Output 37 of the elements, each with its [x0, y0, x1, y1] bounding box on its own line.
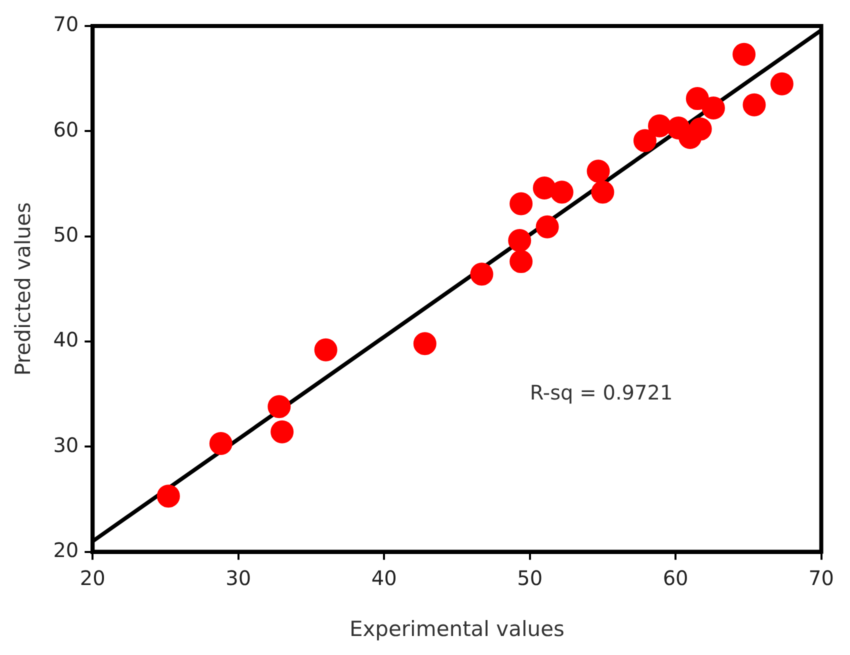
x-tick-label: 30	[226, 566, 252, 590]
point	[688, 118, 712, 141]
point	[633, 129, 656, 152]
point	[686, 87, 709, 110]
y-tick-label: 30	[53, 432, 79, 457]
y-tick-label: 50	[53, 222, 79, 247]
x-tick-label: 20	[80, 566, 106, 590]
point	[770, 72, 794, 96]
point	[732, 42, 756, 66]
point	[591, 180, 614, 204]
point	[586, 160, 610, 183]
point	[470, 262, 494, 286]
x-tick-label: 40	[371, 566, 397, 590]
annotation: R-sq = 0.9721	[530, 380, 673, 404]
point	[413, 332, 436, 356]
point	[268, 395, 291, 418]
point	[156, 484, 180, 508]
y-axis-title: Predicted values	[11, 202, 36, 376]
point	[508, 229, 532, 252]
y-tick-label: 60	[53, 117, 79, 142]
point	[510, 192, 533, 216]
x-tick-label: 60	[662, 566, 688, 590]
point	[270, 420, 294, 444]
x-tick-label: 50	[517, 566, 543, 590]
y-tick-label: 20	[53, 538, 79, 562]
x-tick-label: 70	[808, 566, 834, 590]
point	[510, 250, 533, 274]
point	[648, 114, 672, 138]
point	[550, 180, 574, 204]
point	[702, 96, 725, 120]
x-axis-title: Experimental values	[349, 616, 564, 641]
y-tick-label: 70	[53, 12, 79, 36]
point	[536, 215, 559, 238]
point	[742, 93, 766, 116]
point	[314, 338, 338, 362]
y-tick-label: 40	[53, 328, 79, 352]
point	[209, 432, 232, 455]
